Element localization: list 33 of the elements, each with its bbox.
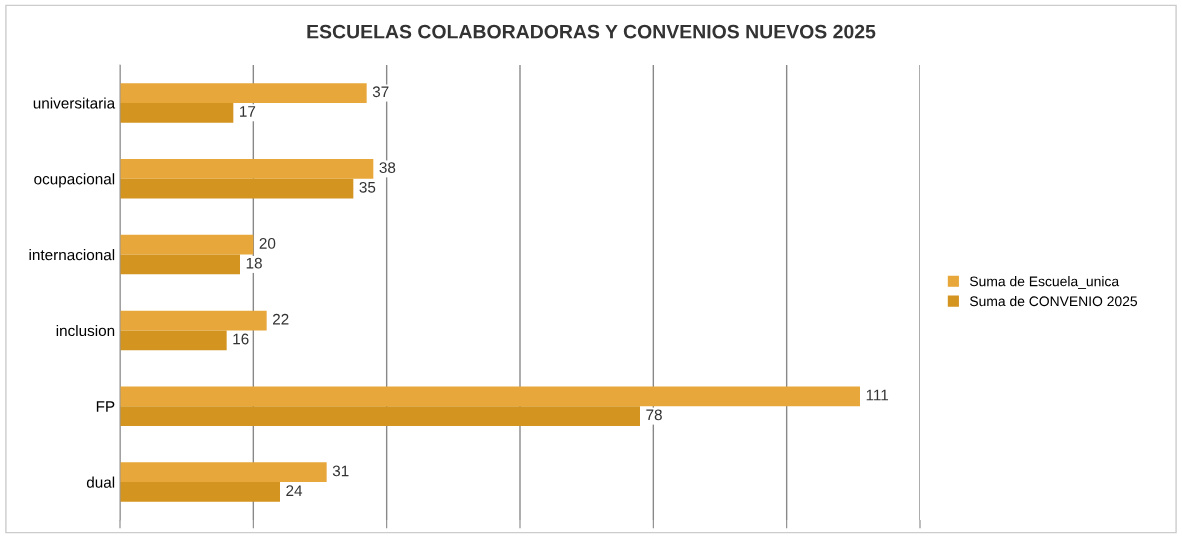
- y-tick-label: dual: [86, 476, 115, 488]
- data-label: 38: [379, 162, 396, 173]
- data-label: 22: [272, 313, 289, 325]
- chart-title: ESCUELAS COLABORADORAS Y CONVENIOS NUEVOS 2025: [307, 24, 876, 39]
- data-label: 16: [233, 333, 249, 345]
- bar: [120, 83, 367, 103]
- bar: [120, 462, 327, 483]
- y-tick-label: FP: [96, 401, 115, 412]
- bar: [120, 254, 240, 275]
- bar: [120, 482, 280, 502]
- y-tick-label: universitaria: [33, 97, 116, 109]
- bar: [120, 406, 640, 426]
- bar: [120, 159, 374, 179]
- data-label: 31: [332, 465, 349, 477]
- y-tick-label: inclusion: [56, 324, 115, 337]
- data-label: 20: [259, 238, 276, 249]
- y-tick-label: ocupacional: [34, 173, 115, 188]
- data-label: 37: [372, 86, 389, 98]
- bar: [120, 330, 227, 351]
- bar: [120, 386, 860, 407]
- data-label: 78: [646, 409, 662, 421]
- legend-label: Suma de CONVENIO 2025: [969, 295, 1138, 307]
- data-label: 18: [246, 257, 262, 269]
- bar: [120, 310, 267, 331]
- data-label: 111: [866, 389, 889, 401]
- data-label: 35: [359, 181, 376, 193]
- data-label: 24: [286, 485, 303, 496]
- bar: [120, 234, 254, 255]
- data-label: 17: [240, 106, 256, 117]
- y-tick-label: internacional: [29, 249, 115, 261]
- legend-label: Suma de Escuela_unica: [969, 276, 1120, 289]
- bar: [120, 178, 354, 199]
- bar: [120, 102, 234, 123]
